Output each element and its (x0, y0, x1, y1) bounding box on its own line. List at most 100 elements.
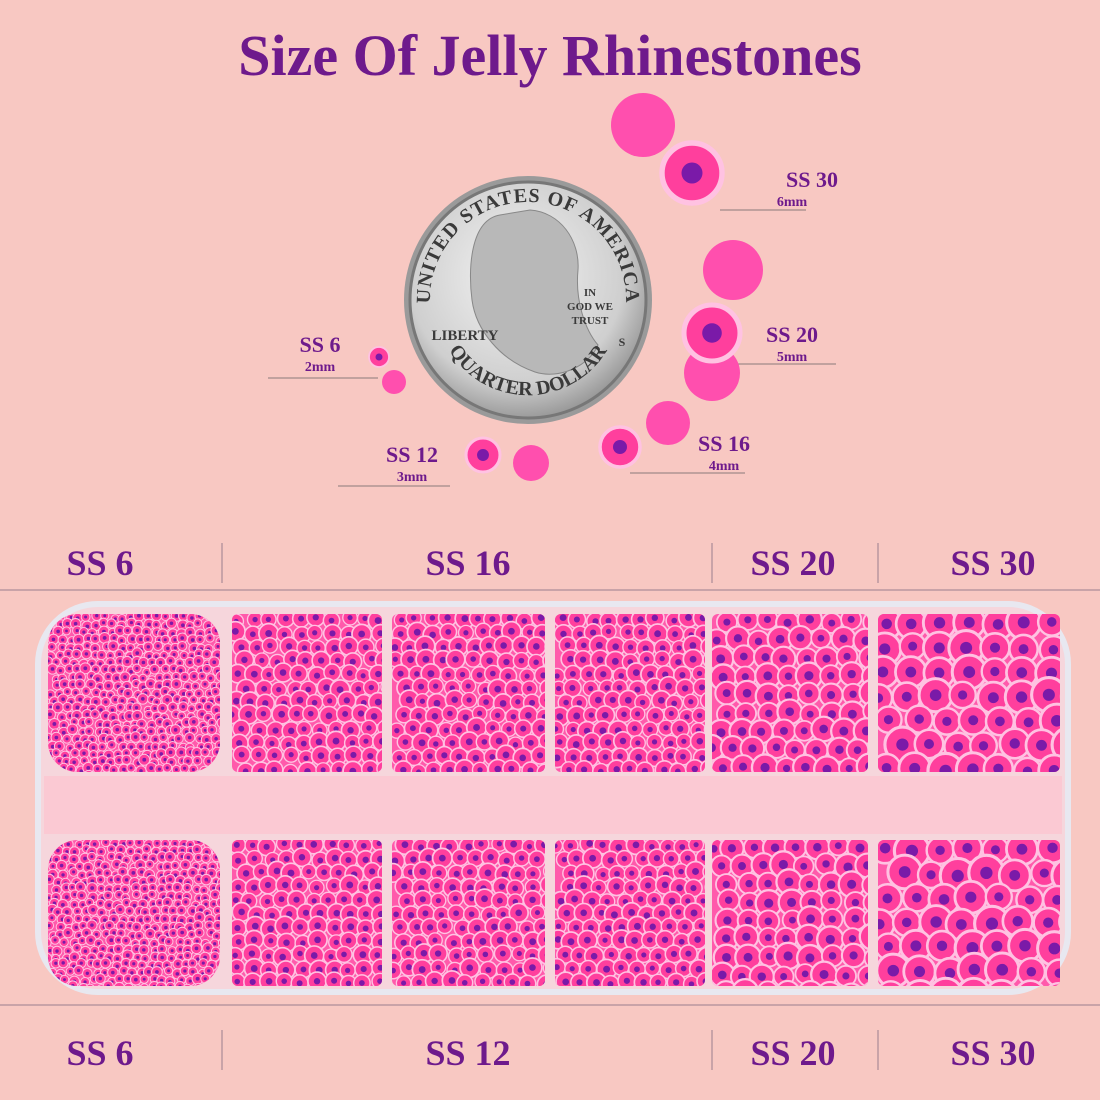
rhinestone-center (349, 658, 356, 665)
rhinestone-center (476, 672, 483, 678)
rhinestone-center (690, 885, 697, 892)
rhinestone-center (659, 645, 666, 652)
rhinestone-center (188, 926, 192, 930)
rhinestone-center (342, 710, 349, 717)
rhinestone-center (117, 977, 121, 981)
rhinestone-center (296, 882, 303, 889)
rhinestone-center (540, 672, 545, 679)
rhinestone-center (359, 980, 365, 986)
rhinestone-center (235, 857, 242, 864)
rhinestone-center (467, 869, 473, 875)
rhinestone-center (533, 643, 540, 650)
rhinestone-center (1026, 966, 1037, 977)
rhinestone-center (733, 634, 743, 643)
rhinestone-center (468, 911, 475, 917)
rhinestone-center (249, 631, 256, 638)
rhinestone-center (689, 655, 697, 663)
rhinestone-center (261, 685, 268, 692)
rhinestone-center (375, 670, 382, 678)
rhinestone-center (178, 947, 182, 951)
rhinestone-center (281, 978, 287, 984)
rhinestone-center (409, 725, 416, 732)
rhinestone-center (149, 878, 154, 882)
rhinestone-center (990, 845, 1000, 855)
rhinestone-center (377, 630, 382, 637)
rhinestone-center (181, 704, 185, 709)
rhinestone-center (995, 716, 1005, 727)
rhinestone-center (632, 669, 640, 677)
rhinestone-center (804, 932, 814, 942)
rhinestone-center (117, 758, 121, 762)
rhinestone-center (129, 621, 134, 625)
rhinestone-center (506, 614, 514, 622)
rhinestone-center (438, 854, 446, 862)
rhinestone-center (570, 727, 576, 733)
rhinestone-center (81, 730, 85, 734)
rhinestone-center (801, 970, 809, 978)
rhinestone-center (978, 741, 989, 751)
rhinestone-center (696, 737, 704, 745)
rhinestone-center (605, 617, 612, 624)
rhinestone-center (153, 955, 157, 959)
rhinestone-center (158, 720, 162, 724)
rhinestone-center (252, 616, 258, 623)
rhinestone-center (472, 855, 479, 861)
row-label: SS 6 (66, 1033, 133, 1073)
rhinestone-center (48, 693, 53, 697)
rhinestone-center (901, 917, 912, 928)
rhinestone-center (214, 708, 219, 713)
rhinestone-center (581, 766, 588, 772)
rhinestone-center (828, 915, 836, 923)
rhinestone-center (131, 934, 135, 938)
rhinestone-center (197, 931, 202, 935)
rhinestone-center (206, 716, 210, 720)
rhinestone-center (181, 614, 186, 618)
rhinestone-center (435, 897, 441, 904)
rhinestone-center (717, 970, 727, 980)
rhinestone-center (165, 675, 169, 679)
rhinestone-center (99, 954, 103, 958)
rhinestone-center (402, 739, 409, 745)
rhinestone-center (155, 700, 159, 704)
rhinestone-center (541, 714, 545, 720)
rhinestone-center (144, 896, 148, 900)
rhinestone-center (238, 644, 245, 651)
rhinestone-center (764, 917, 773, 926)
rhinestone-center (1046, 617, 1057, 627)
rhinestone-center (132, 903, 137, 908)
matte-stone (703, 240, 763, 300)
rhinestone (983, 978, 1020, 986)
rhinestone-center (311, 699, 318, 706)
compartment (555, 840, 705, 986)
rhinestone-center (481, 895, 488, 903)
rhinestone-center (97, 862, 101, 866)
rhinestone-center (572, 741, 580, 748)
rhinestone (542, 862, 545, 880)
rhinestone-center (676, 884, 683, 892)
rhinestone-center (235, 939, 242, 945)
rhinestone-center (72, 720, 76, 724)
rhinestone-center (861, 636, 868, 646)
rhinestone (536, 763, 545, 772)
rhinestone-center (165, 682, 170, 687)
rhinestone-center (347, 923, 355, 931)
rhinestone-center (105, 871, 109, 875)
rhinestone-center (576, 700, 583, 706)
rhinestone-center (186, 855, 191, 860)
rhinestone-center (699, 754, 705, 762)
rhinestone-center (297, 950, 303, 957)
rhinestone-center (600, 671, 607, 678)
rhinestone-center (665, 844, 671, 850)
compartment (392, 614, 545, 772)
rhinestone-center (843, 652, 851, 661)
rhinestone-center (68, 746, 72, 750)
rhinestone-center (67, 667, 72, 671)
rhinestone-center (160, 706, 165, 711)
rhinestone-center (163, 638, 167, 642)
rhinestone-center (186, 685, 190, 689)
rhinestone-center (194, 946, 199, 951)
rhinestone-center (604, 898, 610, 905)
rhinestone-center (427, 670, 435, 678)
rhinestone-center (419, 698, 426, 704)
rhinestone-center (825, 934, 835, 945)
